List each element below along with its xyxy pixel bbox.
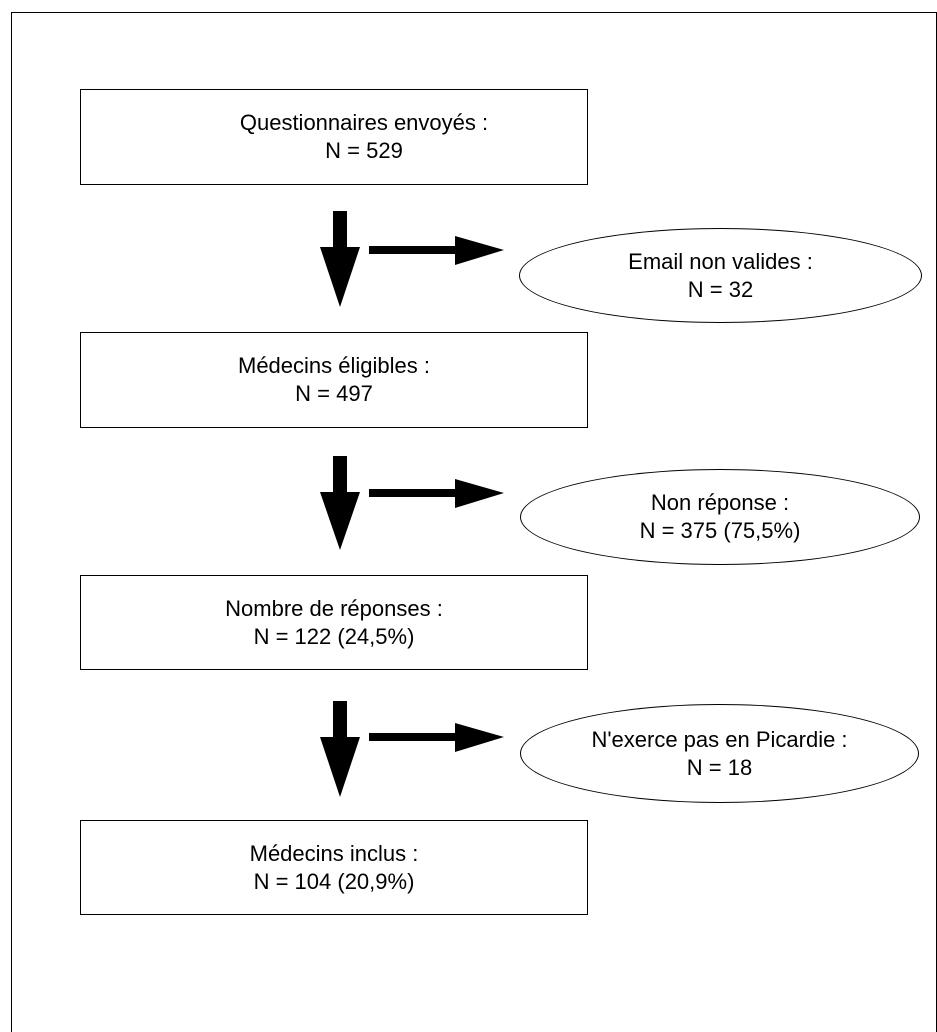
box-eligible-doctors-label: Médecins éligibles : [238,353,430,378]
ellipse-invalid-email-count: N = 32 [687,276,754,302]
box-questionnaires-sent-label: Questionnaires envoyés : [239,110,489,135]
ellipse-no-response-count: N = 375 (75,5%) [639,518,801,543]
ellipse-no-response-label: Non réponse : [650,490,790,515]
box-eligible-doctors: Médecins éligibles : N = 497 [80,332,588,428]
box-questionnaires-sent-count: N = 529 [325,138,403,163]
box-included-doctors: Médecins inclus : N = 104 (20,9%) [80,820,588,915]
box-response-count-label: Nombre de réponses : [225,595,443,621]
ellipse-no-response: Non réponse : N = 375 (75,5%) [520,469,920,565]
box-included-doctors-label: Médecins inclus : [249,840,419,866]
box-eligible-doctors-count: N = 497 [295,381,373,406]
ellipse-not-in-picardie-count: N = 18 [686,754,753,780]
box-included-doctors-count: N = 104 (20,9%) [253,868,415,894]
ellipse-invalid-email-label: Email non valides : [628,248,813,274]
box-response-count-count: N = 122 (24,5%) [253,623,415,649]
box-questionnaires-sent: Questionnaires envoyés : N = 529 [80,89,588,185]
box-response-count: Nombre de réponses : N = 122 (24,5%) [80,575,588,670]
ellipse-not-in-picardie-label: N'exerce pas en Picardie : [591,726,848,752]
ellipse-invalid-email: Email non valides : N = 32 [519,228,922,323]
ellipse-not-in-picardie: N'exerce pas en Picardie : N = 18 [520,704,919,803]
